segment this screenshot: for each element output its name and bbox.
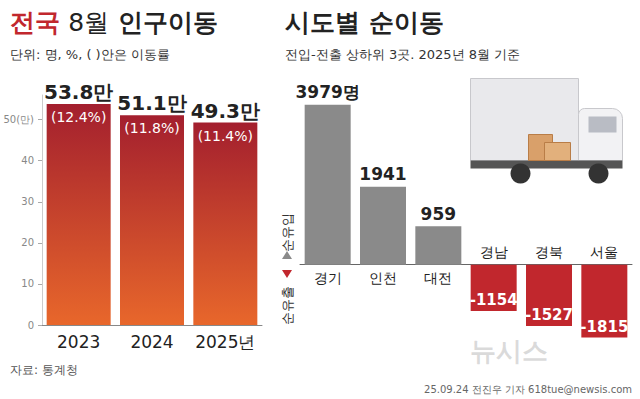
svg-text:-1154: -1154 (470, 291, 518, 309)
svg-text:순유입: 순유입 (280, 213, 295, 252)
svg-text:959: 959 (421, 204, 457, 224)
svg-text:대전: 대전 (424, 270, 452, 286)
svg-text:1941: 1941 (359, 164, 406, 184)
svg-text:51.1만: 51.1만 (117, 91, 186, 115)
svg-text:-1815: -1815 (580, 318, 628, 336)
svg-text:경남: 경남 (480, 244, 508, 260)
svg-text:10: 10 (21, 278, 34, 289)
svg-text:25.09.24 전진우 기자 618tue@newsis.: 25.09.24 전진우 기자 618tue@newsis.com (424, 384, 632, 395)
svg-text:(11.4%): (11.4%) (198, 128, 253, 144)
svg-text:2023: 2023 (57, 332, 100, 352)
svg-text:순유출: 순유출 (280, 286, 295, 325)
svg-text:2024: 2024 (130, 332, 173, 352)
svg-text:-1527: -1527 (525, 306, 573, 324)
svg-text:(11.8%): (11.8%) (124, 120, 179, 136)
svg-text:49.3만: 49.3만 (191, 99, 260, 123)
svg-text:서울: 서울 (590, 244, 618, 260)
svg-text:(12.4%): (12.4%) (51, 109, 106, 125)
svg-text:50(만): 50(만) (3, 114, 34, 125)
svg-text:경기: 경기 (314, 270, 342, 286)
svg-text:전입-전출 상하위 3곳. 2025년 8월 기준: 전입-전출 상하위 3곳. 2025년 8월 기준 (285, 47, 520, 62)
svg-text:단위: 명, %, ( )안은 이동률: 단위: 명, %, ( )안은 이동률 (10, 47, 170, 62)
svg-text:시도별 순이동: 시도별 순이동 (285, 8, 444, 37)
svg-text:인구이동: 인구이동 (118, 8, 218, 37)
svg-text:3979명: 3979명 (296, 82, 360, 102)
svg-text:전국: 전국 (10, 8, 60, 37)
svg-text:경북: 경북 (535, 244, 563, 260)
svg-text:인천: 인천 (369, 270, 397, 286)
svg-text:자료: 통계청: 자료: 통계청 (10, 363, 78, 377)
svg-text:30: 30 (21, 196, 34, 207)
svg-text:40: 40 (21, 155, 34, 166)
svg-text:0: 0 (28, 320, 34, 331)
svg-text:뉴시스: 뉴시스 (470, 336, 548, 366)
svg-text:53.8만: 53.8만 (44, 80, 113, 104)
svg-text:8월: 8월 (68, 8, 109, 37)
svg-text:20: 20 (21, 237, 34, 248)
svg-text:2025년: 2025년 (195, 332, 255, 352)
